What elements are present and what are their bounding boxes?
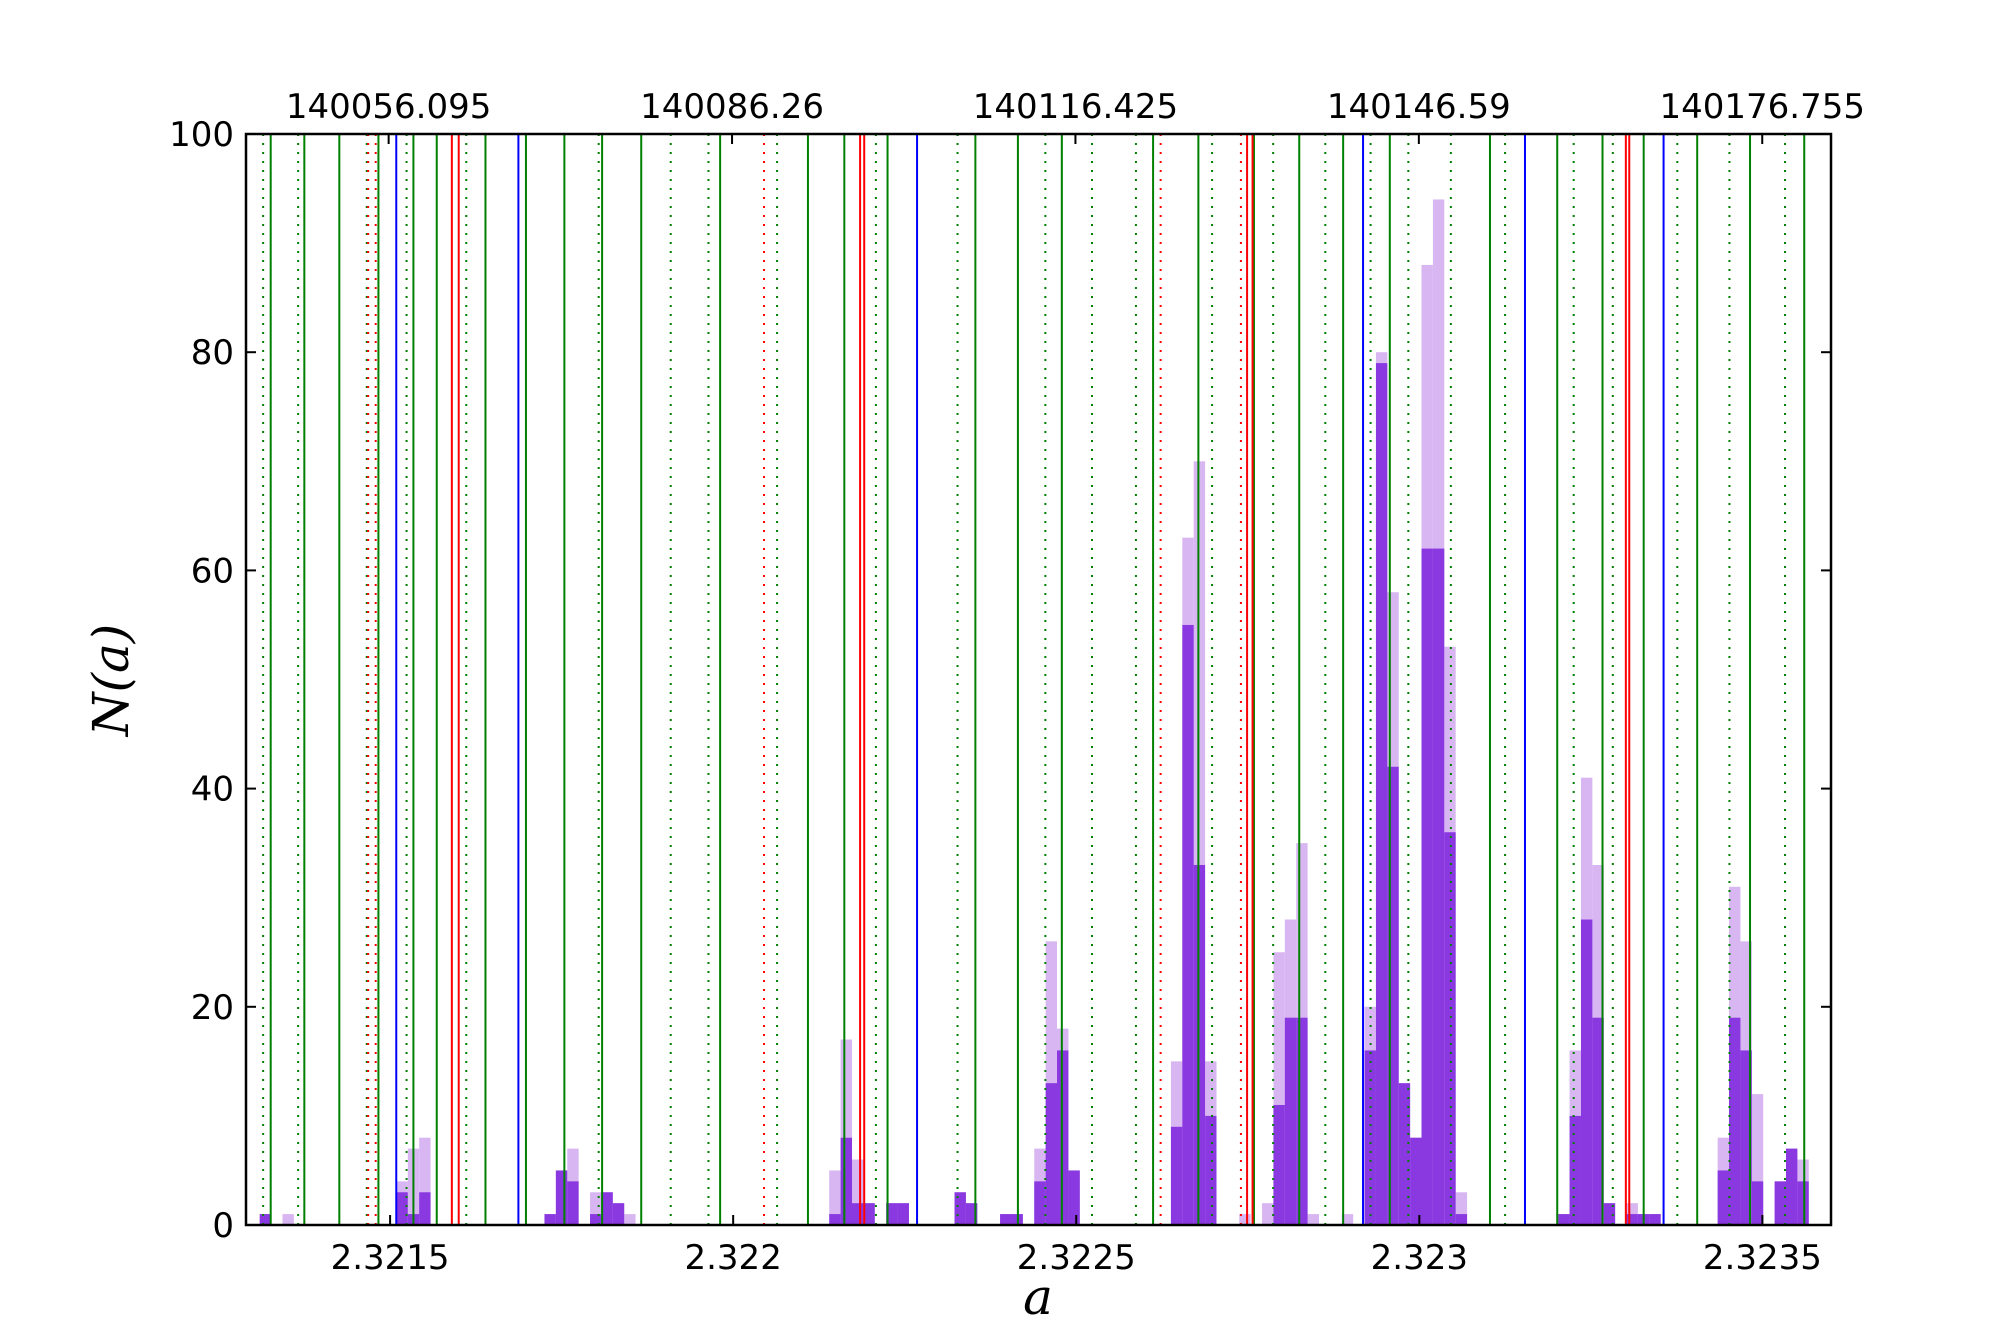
histogram-bar	[829, 1170, 841, 1225]
x-axis-label: a	[1023, 1268, 1053, 1326]
histogram-bar	[1603, 1203, 1616, 1225]
x-tick-label: 2.322	[684, 1238, 781, 1278]
histogram-bar	[259, 1214, 272, 1225]
y-tick-label: 100	[169, 115, 234, 155]
histogram-bar	[1034, 1181, 1046, 1225]
histogram-bar	[886, 1203, 898, 1225]
histogram-bar	[544, 1214, 556, 1225]
histogram-bar	[1364, 1050, 1376, 1225]
plot-frame	[244, 132, 1833, 1227]
x2-tick-label: 140056.095	[286, 87, 492, 127]
histogram-bar	[1045, 1083, 1058, 1225]
histogram-bar	[1170, 1126, 1183, 1225]
histogram-bar	[852, 1159, 864, 1225]
histogram-bar	[624, 1214, 636, 1225]
histogram-bar	[1751, 1181, 1764, 1225]
histogram-bar	[1284, 1017, 1297, 1225]
histogram-bar	[419, 1137, 431, 1225]
x-tick-label: 2.3215	[331, 1238, 450, 1278]
histogram-bar	[1375, 363, 1388, 1225]
histogram-bar	[601, 1192, 613, 1225]
histogram-bar	[1421, 548, 1433, 1225]
histogram-bar	[1193, 461, 1206, 1225]
x-tick-label: 2.3235	[1703, 1238, 1822, 1278]
histogram-bar	[1785, 1148, 1798, 1225]
histogram-bar	[1751, 1094, 1764, 1225]
histogram-bar	[1649, 1214, 1661, 1225]
histogram-bar	[863, 1203, 875, 1225]
histogram-bar	[1797, 1181, 1809, 1225]
histogram-bar	[1205, 1115, 1217, 1225]
x-tick-label: 2.323	[1371, 1238, 1468, 1278]
histogram-bar	[1444, 832, 1456, 1225]
histogram-bar	[396, 1192, 408, 1225]
histogram-bar	[954, 1192, 966, 1225]
y-tick-label: 80	[191, 333, 234, 373]
histogram-bar	[965, 1203, 978, 1225]
histogram-bar	[1387, 766, 1399, 1225]
histogram-bar	[419, 1192, 431, 1225]
x-tick-label: 2.3225	[1017, 1238, 1136, 1278]
histogram-bar	[1729, 1017, 1741, 1225]
histogram-bar	[1193, 864, 1206, 1225]
histogram-bar	[1717, 1170, 1730, 1225]
x2-tick-label: 140086.26	[640, 87, 824, 127]
histogram-bar	[282, 1214, 294, 1225]
histogram-bar	[590, 1214, 602, 1225]
histogram-bar	[840, 1137, 853, 1225]
histogram-bar	[1558, 1214, 1570, 1225]
histogram-bar	[852, 1203, 864, 1225]
x2-tick-label: 140176.755	[1659, 87, 1865, 127]
histogram-bar	[1307, 1214, 1319, 1225]
y-tick-label: 40	[191, 770, 234, 810]
histogram-bar	[1398, 1083, 1411, 1225]
histogram-bar	[1273, 952, 1285, 1225]
y-axis-label: N(a)	[82, 624, 140, 738]
histogram-bar	[1432, 548, 1445, 1225]
histogram-bar	[1182, 624, 1194, 1225]
histogram-bar	[829, 1214, 841, 1225]
histogram-bar	[1000, 1214, 1012, 1225]
histogram-bar	[1740, 1050, 1752, 1225]
histogram-bar	[567, 1181, 579, 1225]
histogram-bar	[1569, 1115, 1581, 1225]
y-tick-label: 60	[191, 551, 234, 591]
histogram-bar	[1296, 1017, 1308, 1225]
y-tick-label: 0	[212, 1206, 234, 1246]
histogram-bar	[897, 1203, 909, 1225]
histogram-bar	[1239, 1214, 1251, 1225]
histogram-bar	[1068, 1170, 1080, 1225]
histogram-bar	[1455, 1192, 1468, 1225]
histogram-bar	[840, 1039, 853, 1225]
x2-tick-label: 140116.425	[973, 87, 1179, 127]
histogram-bar	[1592, 1017, 1604, 1225]
histogram-bar	[1455, 1214, 1468, 1225]
y-tick-label: 20	[191, 988, 234, 1028]
histogram-bar	[1341, 1214, 1354, 1225]
histogram-bar	[555, 1170, 568, 1225]
histogram-bar	[1262, 1203, 1274, 1225]
histogram-bar	[590, 1192, 602, 1225]
histogram-bar	[1410, 1137, 1422, 1225]
histogram-bar	[1626, 1214, 1638, 1225]
histogram-bar	[1273, 1104, 1285, 1225]
x2-tick-label: 140146.59	[1327, 87, 1511, 127]
histogram-bar	[1580, 919, 1593, 1225]
histogram-bar	[1774, 1181, 1786, 1225]
histogram-bar	[612, 1203, 625, 1225]
